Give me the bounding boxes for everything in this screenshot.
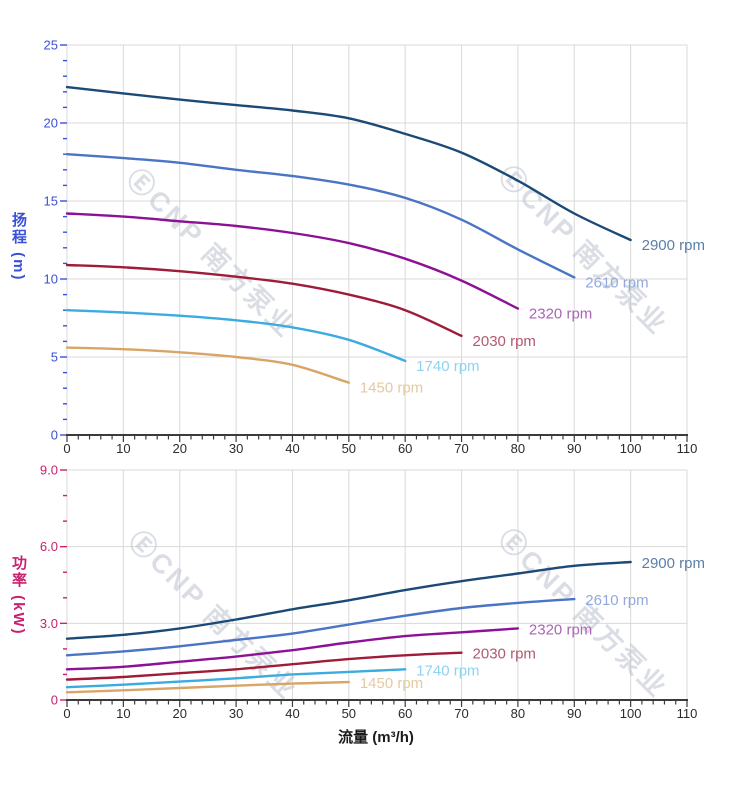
x-tick-label: 80 bbox=[511, 441, 525, 456]
x-tick-label: 20 bbox=[172, 441, 186, 456]
curve-label-1740-rpm: 1740 rpm bbox=[416, 358, 479, 375]
x-tick-label: 30 bbox=[229, 706, 243, 721]
y-tick-label: 15 bbox=[44, 194, 58, 209]
curve-label-1740-rpm: 1740 rpm bbox=[416, 662, 479, 679]
x-tick-label: 20 bbox=[172, 706, 186, 721]
power-axis-title: 功率 (kW) bbox=[10, 555, 27, 636]
curve-label-2900-rpm: 2900 rpm bbox=[642, 555, 705, 572]
x-tick-label: 100 bbox=[620, 441, 642, 456]
x-tick-label: 40 bbox=[285, 706, 299, 721]
curve-label-2320-rpm: 2320 rpm bbox=[529, 621, 592, 638]
y-tick-label: 10 bbox=[44, 272, 58, 287]
curve-2610-rpm bbox=[65, 597, 576, 657]
x-tick-label: 110 bbox=[677, 706, 698, 721]
x-tick-label: 100 bbox=[620, 706, 642, 721]
head-axis-title: 扬程 (m) bbox=[10, 212, 27, 282]
x-tick-label: 50 bbox=[342, 706, 356, 721]
x-tick-label: 50 bbox=[342, 441, 356, 456]
x-tick-label: 90 bbox=[567, 706, 581, 721]
curve-2030-rpm bbox=[65, 263, 463, 338]
curve-1740-rpm bbox=[65, 668, 407, 689]
x-tick-label: 110 bbox=[677, 441, 698, 456]
y-tick-label: 0 bbox=[51, 693, 58, 708]
y-tick-label: 0 bbox=[51, 428, 58, 443]
y-tick-label: 5 bbox=[51, 350, 58, 365]
curve-label-2320-rpm: 2320 rpm bbox=[529, 306, 592, 323]
y-tick-label: 3.0 bbox=[40, 616, 58, 631]
x-tick-label: 0 bbox=[63, 706, 70, 721]
flow-axis-title: 流量 (m³/h) bbox=[338, 729, 414, 746]
curve-1450-rpm bbox=[65, 346, 350, 384]
brand-watermark: ⒺCNP 南方泵业 bbox=[121, 162, 303, 344]
curve-label-2610-rpm: 2610 rpm bbox=[585, 592, 648, 609]
curve-1740-rpm bbox=[65, 309, 407, 363]
y-tick-label: 6.0 bbox=[40, 539, 58, 554]
brand-watermark: ⒺCNP 南方泵业 bbox=[493, 522, 675, 704]
x-tick-label: 0 bbox=[63, 441, 70, 456]
curve-2320-rpm bbox=[65, 212, 520, 310]
x-tick-label: 40 bbox=[285, 441, 299, 456]
curve-label-1450-rpm: 1450 rpm bbox=[360, 380, 423, 397]
curve-2030-rpm bbox=[65, 651, 463, 681]
x-tick-label: 60 bbox=[398, 441, 412, 456]
curve-2900-rpm bbox=[65, 560, 632, 640]
curve-2610-rpm bbox=[65, 153, 576, 279]
y-tick-label: 20 bbox=[44, 116, 58, 131]
y-tick-label: 25 bbox=[44, 38, 58, 53]
y-tick-label: 9.0 bbox=[40, 463, 58, 478]
x-tick-label: 80 bbox=[511, 706, 525, 721]
x-tick-label: 70 bbox=[454, 441, 468, 456]
x-tick-label: 10 bbox=[116, 706, 130, 721]
curve-1450-rpm bbox=[65, 680, 350, 694]
x-tick-label: 70 bbox=[454, 706, 468, 721]
curve-label-2610-rpm: 2610 rpm bbox=[585, 274, 648, 291]
x-tick-label: 60 bbox=[398, 706, 412, 721]
curve-label-2900-rpm: 2900 rpm bbox=[642, 237, 705, 254]
curve-label-2030-rpm: 2030 rpm bbox=[473, 646, 536, 663]
curve-label-2030-rpm: 2030 rpm bbox=[473, 333, 536, 350]
x-tick-label: 90 bbox=[567, 441, 581, 456]
x-tick-label: 10 bbox=[116, 441, 130, 456]
curve-2900-rpm bbox=[65, 85, 632, 242]
curve-label-1450-rpm: 1450 rpm bbox=[360, 675, 423, 692]
x-tick-label: 30 bbox=[229, 441, 243, 456]
curve-2320-rpm bbox=[65, 627, 520, 671]
